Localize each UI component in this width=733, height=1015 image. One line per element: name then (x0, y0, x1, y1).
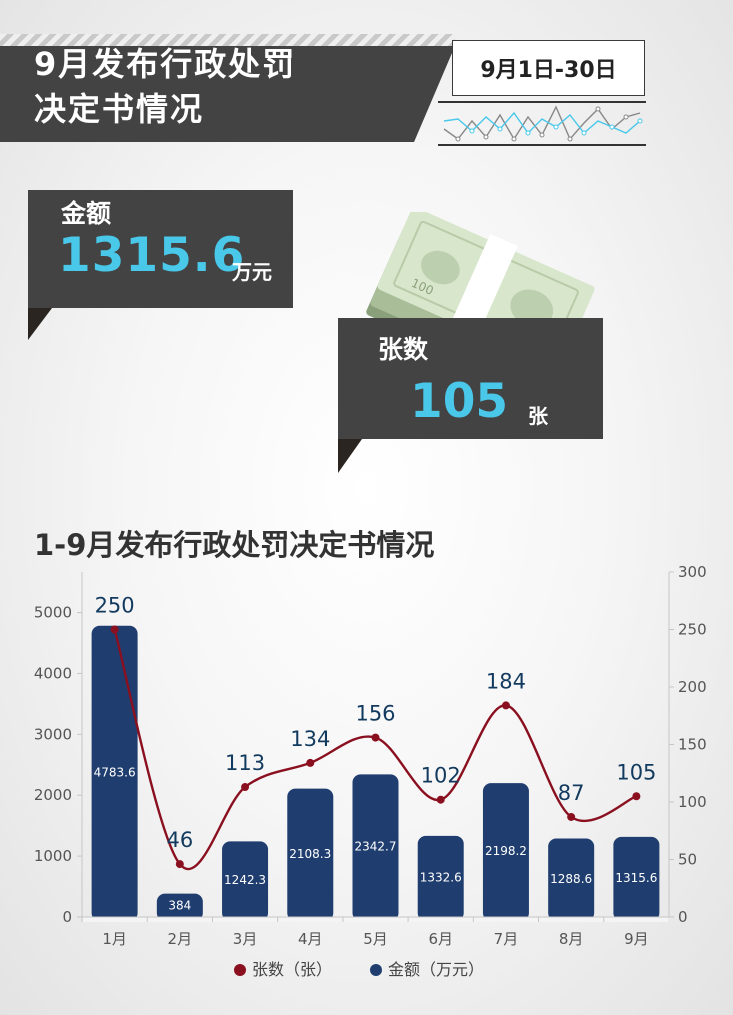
y-left-tick-label: 0 (62, 908, 72, 926)
x-tick-label: 6月 (428, 930, 453, 948)
bar-value-label: 1288.6 (550, 872, 592, 886)
amount-value: 1315.6 (58, 228, 246, 283)
count-value-label: 134 (290, 727, 330, 751)
combo-chart: 0 1000 2000 3000 4000 5000 0 50 100 150 200 250 300 4… (34, 563, 707, 979)
count-value-label: 156 (355, 702, 395, 726)
amount-unit: 万元 (232, 260, 272, 284)
date-range-badge: 9月1日-30日 (452, 40, 645, 96)
date-range-text: 9月1日-30日 (480, 58, 617, 83)
count-value-label: 87 (558, 781, 585, 805)
count-point (175, 860, 184, 869)
title-line-1: 9月发布行政处罚 (34, 45, 297, 83)
amount-label: 金额 (61, 199, 112, 228)
bar (417, 835, 464, 921)
bar (352, 774, 399, 921)
count-card (338, 318, 603, 439)
bar-value-label: 2342.7 (355, 840, 397, 854)
bar (613, 836, 660, 921)
bar-value-label: 1315.6 (615, 871, 657, 885)
amount-card-tail (28, 308, 52, 340)
bar-value-label: 1242.3 (224, 873, 266, 887)
y-right-tick-label: 250 (678, 621, 707, 639)
y-right-tick-label: 100 (678, 793, 707, 811)
count-point (436, 795, 445, 804)
count-value-label: 113 (225, 751, 265, 775)
count-point (567, 812, 576, 821)
x-tick-label: 7月 (494, 930, 519, 948)
count-value-label: 102 (421, 764, 461, 788)
bar (287, 788, 334, 921)
bar-value-label: 384 (168, 898, 191, 912)
count-point (306, 758, 315, 767)
bar (156, 893, 203, 921)
count-value: 105 (410, 374, 509, 429)
header-stripe (0, 34, 455, 46)
bar (482, 783, 529, 921)
amount-card (28, 190, 293, 308)
count-point (632, 792, 641, 801)
y-left-tick-label: 5000 (34, 604, 72, 622)
axis-mask (83, 917, 668, 922)
page-title: 9月发布行政处罚 决定书情况 (34, 42, 394, 132)
y-left-tick-label: 3000 (34, 725, 72, 743)
y-right-tick-label: 150 (678, 736, 707, 754)
x-tick-label: 4月 (298, 930, 323, 948)
count-value-label: 46 (166, 828, 193, 852)
count-point (241, 783, 250, 792)
bar-value-label: 1332.6 (420, 870, 462, 884)
bar (548, 838, 595, 921)
title-line-2: 决定书情况 (34, 90, 205, 128)
bar-value-label: 4783.6 (94, 765, 136, 779)
legend-label-amount: 金额（万元） (388, 960, 484, 979)
count-unit: 张 (528, 404, 548, 428)
count-point (501, 701, 510, 710)
x-tick-label: 8月 (559, 930, 584, 948)
x-tick-label: 3月 (233, 930, 258, 948)
chart-title: 1-9月发布行政处罚决定书情况 (34, 528, 435, 562)
count-label: 张数 (378, 335, 429, 364)
y-right-tick-label: 300 (678, 563, 707, 581)
y-left-tick-label: 2000 (34, 786, 72, 804)
legend-label-count: 张数（张） (252, 960, 332, 979)
bar-value-label: 2198.2 (485, 844, 527, 858)
count-card-tail (338, 439, 362, 473)
y-right-tick-label: 50 (678, 851, 697, 869)
count-point (110, 625, 119, 634)
y-right-tick-label: 200 (678, 678, 707, 696)
legend-marker-count (234, 964, 246, 976)
x-tick-label: 9月 (624, 930, 649, 948)
count-point (371, 733, 380, 742)
count-value-label: 184 (486, 669, 526, 693)
legend-marker-amount (370, 964, 382, 976)
y-left-tick-label: 4000 (34, 664, 72, 682)
count-value-label: 105 (616, 760, 656, 784)
y-right-tick-label: 0 (678, 908, 688, 926)
sparkline-icon (438, 101, 646, 146)
bar-value-label: 2108.3 (289, 847, 331, 861)
count-value-label: 250 (95, 594, 135, 618)
x-tick-label: 5月 (363, 930, 388, 948)
bar (91, 625, 138, 921)
bar (222, 841, 269, 921)
x-tick-label: 2月 (168, 930, 193, 948)
x-tick-label: 1月 (102, 930, 127, 948)
header-banner (0, 46, 455, 142)
y-left-tick-label: 1000 (34, 847, 72, 865)
